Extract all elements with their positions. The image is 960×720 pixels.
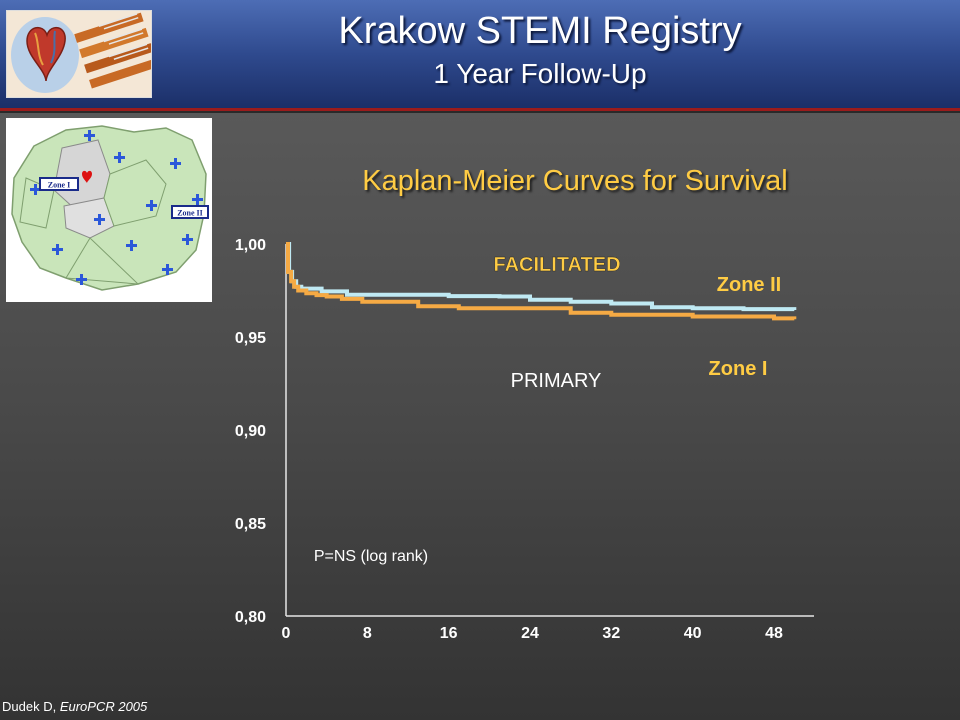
y-tick-label: 0,90: [235, 423, 266, 440]
chart-curves: [286, 242, 797, 321]
x-tick-label: 48: [765, 625, 783, 642]
chart-axes: [285, 244, 814, 617]
slide-header: Krakow STEMI Registry 1 Year Follow-Up: [0, 0, 960, 111]
pvalue-label: P=NS (log rank): [314, 548, 428, 565]
facilitated-label: FACILITATED: [493, 254, 620, 276]
y-tick-label: 0,85: [235, 516, 266, 533]
slide-title: Krakow STEMI Registry: [338, 10, 742, 52]
x-tick-label: 16: [440, 625, 458, 642]
x-tick-label: 8: [363, 625, 372, 642]
x-tick-label: 40: [684, 625, 702, 642]
citation-author: Dudek D,: [2, 699, 57, 714]
citation: Dudek D, EuroPCR 2005: [2, 699, 147, 714]
chart-ticks: 1,00 0,95 0,90 0,85 0,80 0 8 16 24 32 40 48: [235, 237, 783, 642]
x-tick-label: 0: [282, 625, 291, 642]
x-tick-label: 24: [521, 625, 539, 642]
region-map: Zone I Zone II: [6, 118, 212, 302]
citation-source: EuroPCR 2005: [59, 699, 148, 714]
heart-stent-image: [6, 10, 152, 98]
x-tick-label: 32: [602, 625, 620, 642]
y-tick-label: 0,95: [235, 330, 266, 347]
slide-subtitle: 1 Year Follow-Up: [433, 58, 647, 89]
km-curve-zone-ii: [286, 242, 797, 312]
km-curve-zone-i: [286, 242, 797, 321]
primary-label: PRIMARY: [511, 370, 602, 392]
map-zone1-label: Zone I: [48, 181, 70, 190]
chart-title: Kaplan-Meier Curves for Survival: [362, 165, 788, 197]
y-tick-label: 0,80: [235, 609, 266, 626]
zone2-curve-label: Zone II: [717, 274, 781, 296]
zone1-curve-label: Zone I: [709, 358, 768, 380]
y-tick-label: 1,00: [235, 237, 266, 254]
map-zone2-label: Zone II: [177, 209, 203, 218]
